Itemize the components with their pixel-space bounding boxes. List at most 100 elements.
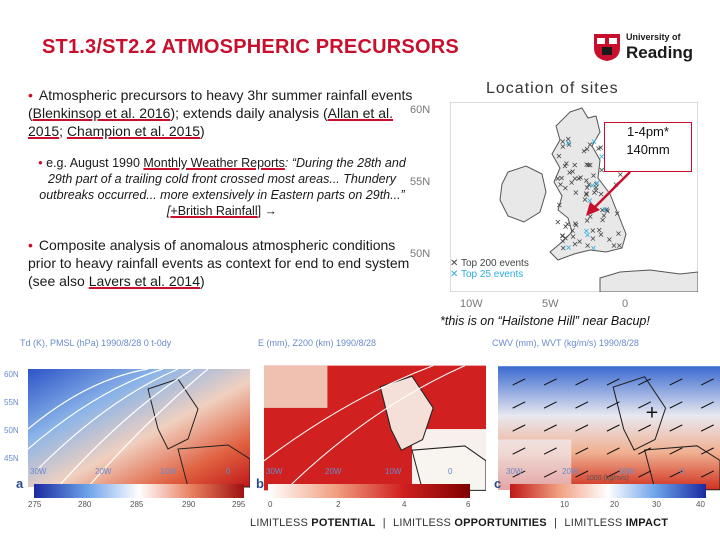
site-marker: ✕: [583, 161, 590, 170]
wind-vector: [606, 401, 620, 409]
map-lat-60n: 60N: [410, 104, 431, 116]
british-rainfall-link[interactable]: +British Rainfall: [170, 204, 258, 218]
site-marker: ✕: [572, 189, 579, 198]
site-marker: ✕: [557, 180, 564, 189]
crest-icon: [594, 34, 620, 61]
wind-vector: [543, 378, 557, 386]
panel-b-lon-0: 0: [448, 467, 453, 476]
panel-a-lon-20w: 20W: [95, 467, 112, 476]
panel-c-colorbar: [510, 484, 706, 498]
footer-impact: IMPACT: [625, 517, 669, 529]
site-marker: ✕: [565, 243, 572, 252]
panel-c-vector-ref: 1000 (kg/m/s): [586, 475, 629, 482]
wind-vector: [669, 378, 683, 386]
site-marker: ✕: [586, 181, 593, 190]
panel-c-lon-0: 0: [680, 467, 685, 476]
map-lon-5w: 5W: [542, 298, 559, 310]
site-marker: ✕: [614, 210, 621, 219]
ref-blenkinsop-link[interactable]: Blenkinsop et al. 2016: [32, 105, 171, 121]
wind-vectors: [512, 378, 714, 478]
bullet-1-sep: ;: [59, 123, 67, 139]
footer-sep: |: [382, 517, 386, 529]
site-marker: ✕: [559, 232, 566, 241]
site-marker: ✕: [586, 197, 593, 206]
legend-x-icon: ✕: [450, 258, 459, 269]
site-marker: ✕: [564, 220, 571, 229]
panel-b-tick: 2: [336, 500, 341, 509]
site-marker: ✕: [599, 216, 606, 225]
wind-vector: [638, 401, 652, 409]
panel-c-lon-10w: 10W: [618, 467, 635, 476]
site-marker: ✕: [598, 152, 605, 161]
panel-b-lon-20w: 20W: [325, 467, 342, 476]
site-marker: ✕: [556, 152, 563, 161]
site-marker: ✕: [590, 171, 597, 180]
callout-arrow-icon: [586, 171, 631, 216]
logo-line1: University of: [626, 32, 681, 42]
panel-b-tick: 0: [268, 500, 273, 509]
site-marker: ✕: [597, 143, 604, 152]
site-marker: ✕: [611, 242, 618, 251]
wind-vector: [669, 401, 683, 409]
bullet-dot: •: [38, 156, 47, 170]
site-marker: ✕: [562, 222, 569, 231]
panel-c-header: CWV (mm), WVT (kg/m/s) 1990/8/28: [492, 338, 639, 348]
map-lon-0: 0: [622, 298, 629, 310]
site-marker: ✕: [566, 141, 573, 150]
site-marker: ✕: [590, 244, 597, 253]
site-marker: ✕: [573, 221, 580, 230]
university-logo: University of Reading: [592, 28, 693, 72]
wind-vector: [638, 424, 652, 432]
site-marker: ✕: [598, 190, 605, 199]
panel-a-lat-60n: 60N: [4, 370, 19, 379]
wind-vector: [606, 424, 620, 432]
site-marker: ✕: [589, 181, 596, 190]
ref-allan-link[interactable]: Allan et al. 2015: [28, 105, 393, 139]
wind-vector: [575, 401, 589, 409]
bullet-2-pre: e.g. August 1990: [46, 156, 144, 170]
site-marker: ✕: [554, 175, 561, 184]
map-lat-55n: 55N: [410, 176, 431, 188]
footer-limitless-1: LIMITLESS: [250, 517, 312, 529]
legend-top25: ✕ Top 25 events: [450, 269, 529, 280]
site-marker: ✕: [617, 171, 624, 180]
wind-vector: [512, 401, 526, 409]
wind-vector: [575, 378, 589, 386]
wind-vector: [638, 378, 652, 386]
panel-a-lat-55n: 55N: [4, 398, 19, 407]
site-marker: ✕: [565, 135, 572, 144]
footer-opportunities: OPPORTUNITIES: [454, 517, 547, 529]
site-marker: ✕: [562, 162, 569, 171]
panel-a-letter: a: [16, 476, 24, 491]
panel-b-lon-30w: 30W: [266, 467, 283, 476]
wind-vector: [606, 378, 620, 386]
ref-champion-link[interactable]: Champion et al. 2015: [66, 123, 201, 139]
legend-top25-label: Top 25 events: [461, 269, 524, 280]
ref-lavers-link[interactable]: Lavers et al. 2014: [88, 273, 200, 289]
wind-vector: [669, 470, 683, 478]
panel-c-lon-30w: 30W: [506, 467, 523, 476]
site-marker: ✕: [563, 160, 570, 169]
site-marker: ✕: [568, 178, 575, 187]
site-marker: ✕: [565, 139, 572, 148]
footer-limitless-2: LIMITLESS: [393, 517, 455, 529]
panel-a-tick: 290: [182, 500, 196, 509]
bullet-dot: •: [28, 87, 33, 103]
monthly-weather-reports-link[interactable]: Monthly Weather Reports: [143, 156, 285, 170]
site-marker: ✕: [572, 240, 579, 249]
site-marker: ✕: [604, 207, 611, 216]
site-marker: ✕: [584, 231, 591, 240]
wind-vector: [638, 447, 652, 455]
bullet-2-quote: : “During the 28th and 29th part of a tr…: [39, 156, 406, 218]
site-marker: ✕: [577, 174, 584, 183]
site-marker: ✕: [562, 184, 569, 193]
map-lat-50n: 50N: [410, 248, 431, 260]
wind-vector: [700, 447, 714, 455]
bullet-1-mid: ); extends daily analysis (: [170, 105, 328, 121]
panel-b-map: [264, 365, 486, 491]
panel-b-lon-10w: 10W: [385, 467, 402, 476]
bullet-1-text: Atmospheric precursors to heavy 3hr summ…: [28, 87, 413, 121]
panel-a-colorbar: [34, 484, 244, 498]
legend-top200: ✕ Top 200 events: [450, 258, 529, 269]
panel-a-lat-50n: 50N: [4, 426, 19, 435]
